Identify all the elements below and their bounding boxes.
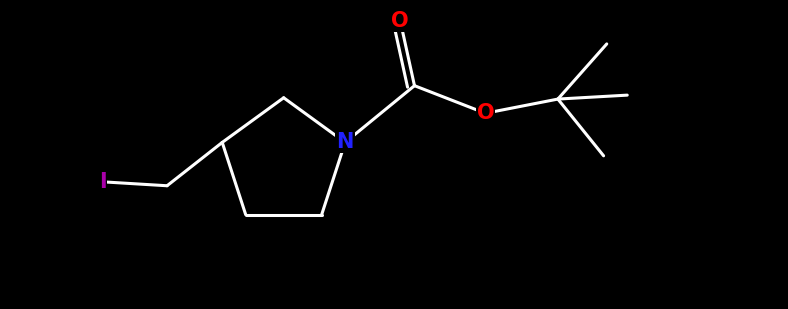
Text: N: N <box>336 133 354 152</box>
Text: I: I <box>98 172 106 192</box>
Text: O: O <box>477 103 494 123</box>
Text: O: O <box>392 11 409 31</box>
